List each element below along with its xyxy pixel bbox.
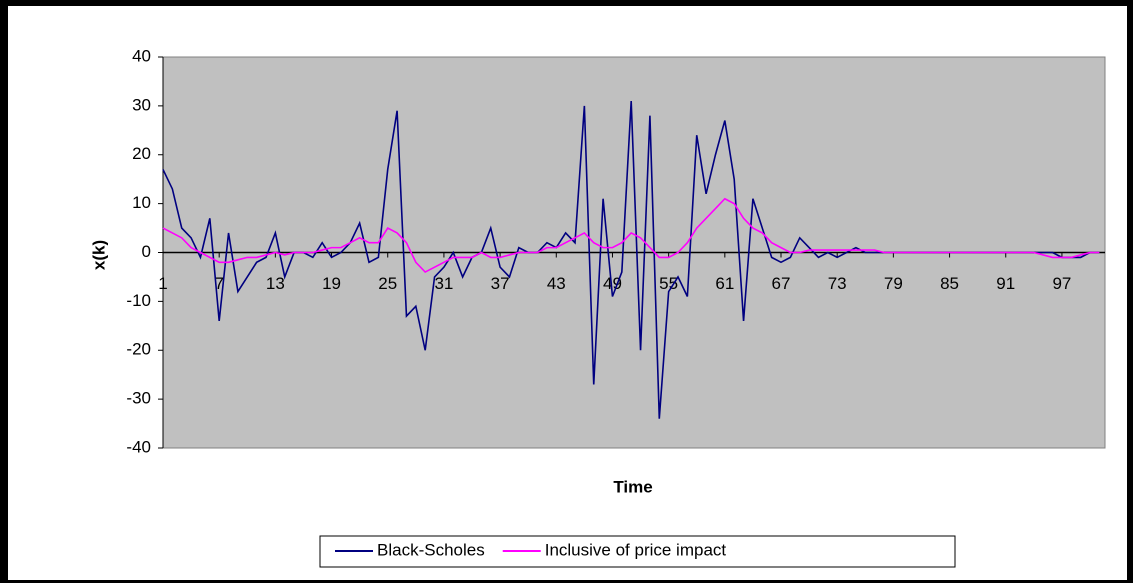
x-axis-title: Time — [613, 477, 652, 496]
x-tick-label: 19 — [322, 274, 341, 293]
y-tick-label: 0 — [142, 242, 151, 261]
legend — [319, 535, 956, 568]
x-tick-label: 97 — [1052, 274, 1071, 293]
y-tick-label: 20 — [132, 144, 151, 163]
x-tick-label: 55 — [659, 274, 678, 293]
x-tick-label: 91 — [996, 274, 1015, 293]
y-tick-label: 30 — [132, 95, 151, 114]
y-axis-title: x(k) — [89, 240, 108, 270]
x-tick-label: 67 — [772, 274, 791, 293]
y-tick-label: 10 — [132, 193, 151, 212]
x-tick-label: 31 — [434, 274, 453, 293]
x-tick-label: 1 — [158, 274, 167, 293]
x-tick-label: 37 — [491, 274, 510, 293]
x-tick-label: 85 — [940, 274, 959, 293]
y-tick-label: 40 — [132, 46, 151, 65]
x-tick-label: 61 — [715, 274, 734, 293]
y-tick-label: -20 — [126, 340, 151, 359]
y-tick-label: -40 — [126, 437, 151, 456]
x-tick-label: 49 — [603, 274, 622, 293]
x-tick-label: 7 — [214, 274, 223, 293]
x-tick-label: 43 — [547, 274, 566, 293]
x-tick-label: 73 — [828, 274, 847, 293]
x-tick-label: 79 — [884, 274, 903, 293]
legend-label: Black-Scholes — [377, 540, 485, 559]
x-tick-label: 25 — [378, 274, 397, 293]
series-line — [162, 197, 1100, 274]
legend-label: Inclusive of price impact — [545, 540, 727, 559]
y-tick-label: -10 — [126, 291, 151, 310]
x-tick-label: 13 — [266, 274, 285, 293]
y-tick-label: -30 — [126, 389, 151, 408]
